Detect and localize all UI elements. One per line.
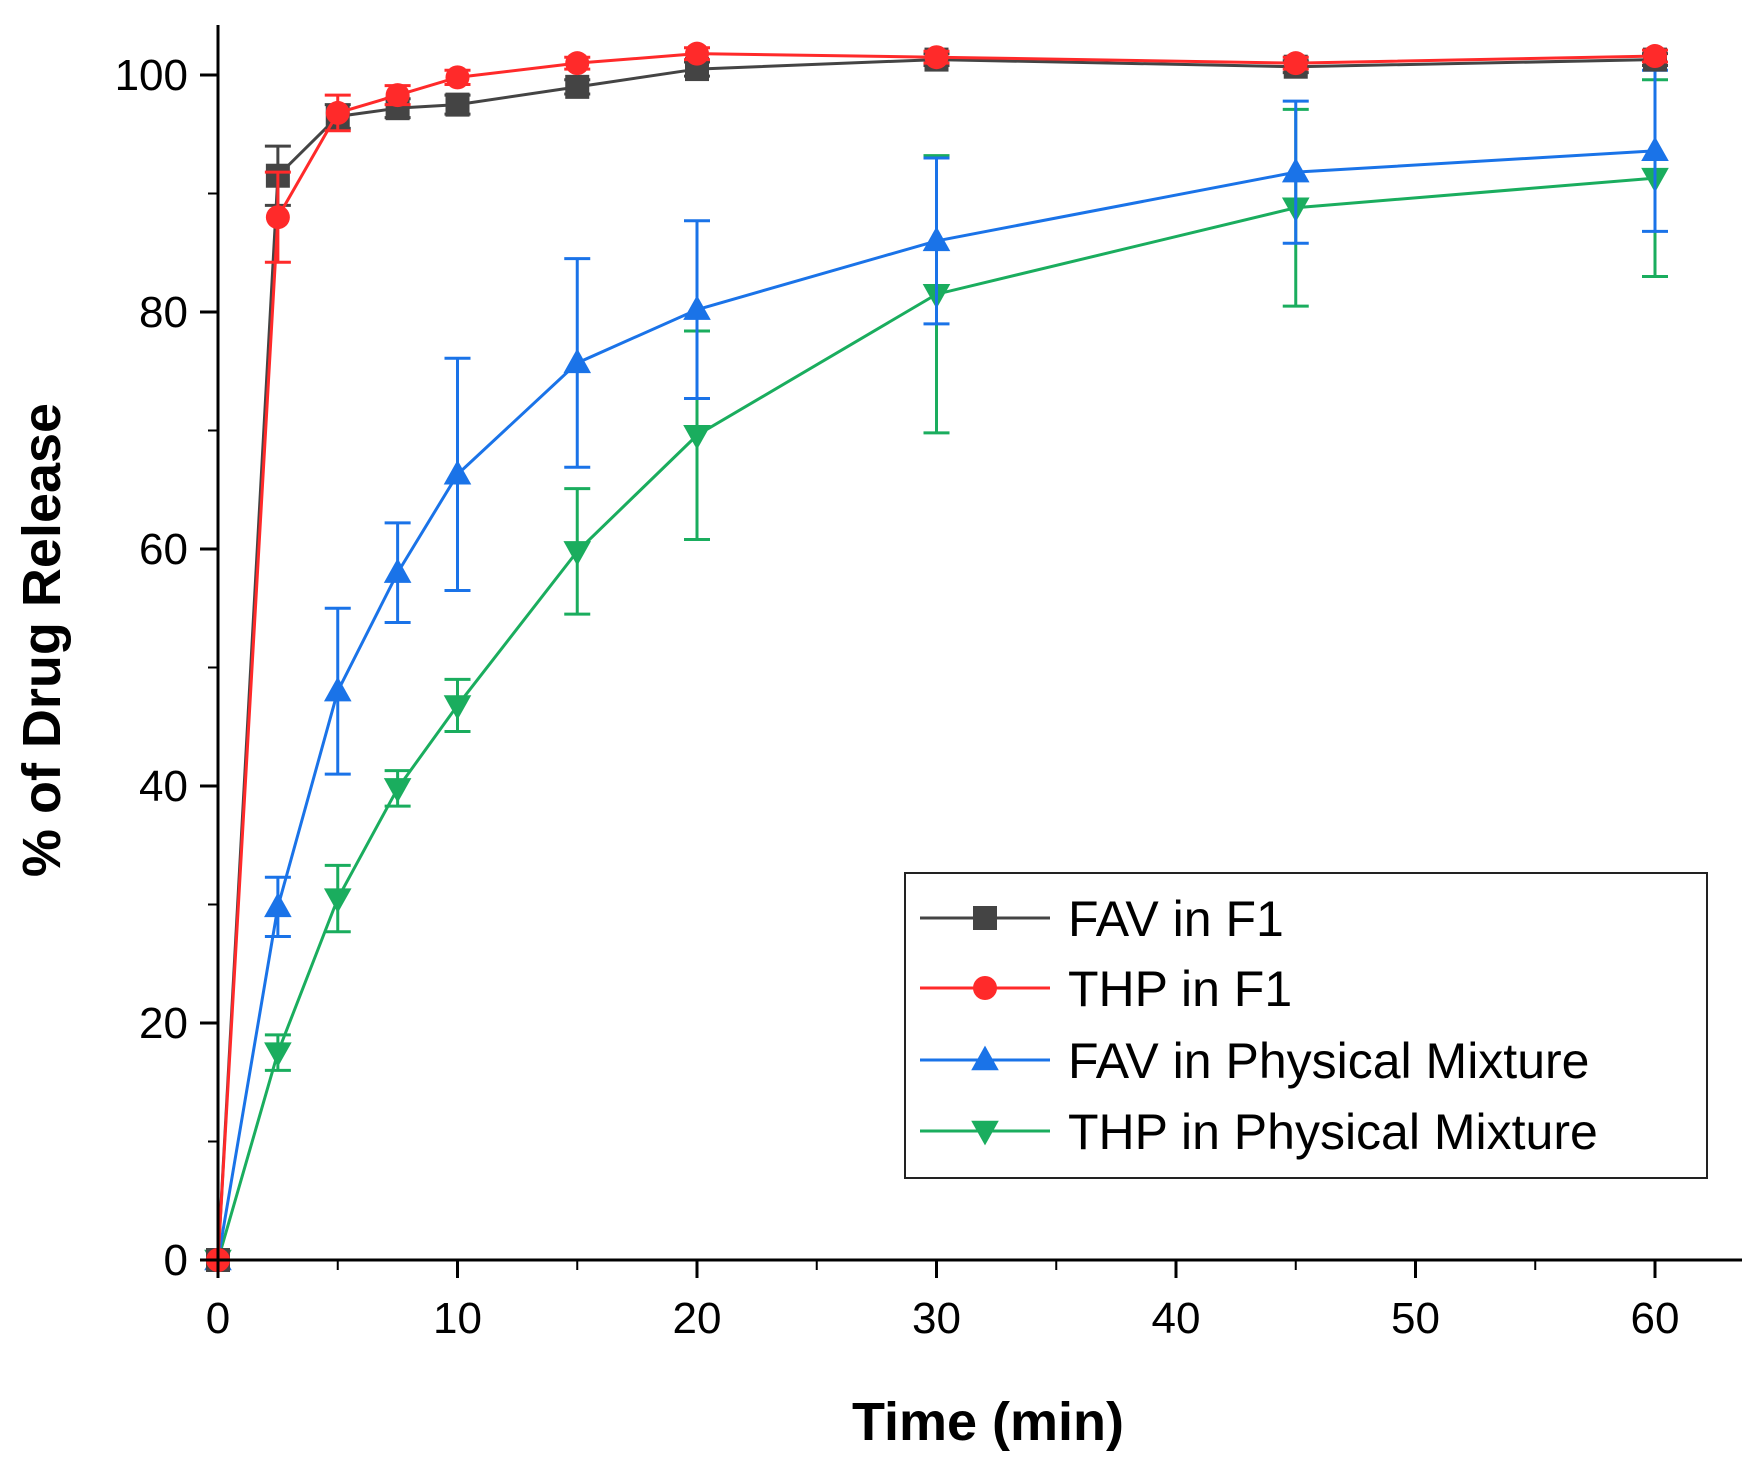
data-point	[563, 541, 592, 566]
legend: FAV in F1 THP in F1 FAV in Physical Mixtur…	[904, 872, 1708, 1179]
x-tick-label: 50	[1391, 1294, 1440, 1343]
legend-label: THP in F1	[1068, 961, 1292, 1017]
data-point	[323, 888, 352, 913]
plot-area	[204, 41, 1669, 1275]
y-tick-label: 40	[139, 762, 188, 811]
series-3	[204, 68, 1669, 1271]
data-point	[323, 676, 352, 702]
data-point	[1283, 51, 1308, 76]
y-tick-label: 80	[139, 288, 188, 337]
y-tick-label: 60	[139, 525, 188, 574]
series-1	[206, 47, 1668, 1272]
data-point	[1641, 136, 1669, 162]
data-point	[563, 348, 592, 374]
data-point	[565, 51, 590, 76]
data-point	[565, 74, 590, 99]
data-point	[325, 100, 350, 125]
data-point	[383, 558, 412, 583]
legend-label: FAV in F1	[1068, 891, 1284, 947]
x-tick-label: 10	[433, 1294, 482, 1343]
x-tick-label: 0	[206, 1294, 230, 1343]
data-point	[265, 205, 290, 230]
series-2	[206, 41, 1668, 1272]
data-point	[443, 459, 472, 485]
series-line	[216, 58, 1656, 1261]
data-point	[445, 92, 470, 117]
legend-box	[904, 872, 1708, 1179]
ticks: 0 10 20 30 40 50 60 0 20 40 60 80 100	[115, 51, 1680, 1343]
data-point	[922, 226, 951, 252]
axes	[216, 25, 1742, 1262]
series-line	[216, 176, 1656, 1261]
x-tick-label: 30	[912, 1294, 961, 1343]
data-point	[383, 778, 412, 803]
legend-marker	[973, 976, 997, 1000]
data-point	[685, 41, 709, 66]
legend-marker	[971, 1045, 999, 1071]
data-point	[264, 892, 292, 918]
data-point	[1643, 44, 1667, 69]
data-point	[683, 425, 711, 450]
y-tick-label: 100	[115, 51, 188, 100]
legend-label: THP in Physical Mixture	[1068, 1104, 1598, 1160]
data-point	[924, 45, 949, 70]
legend-label: FAV in Physical Mixture	[1068, 1033, 1589, 1089]
series-line	[216, 52, 1656, 1261]
data-point	[1281, 157, 1310, 183]
legend-marker	[973, 906, 997, 930]
y-tick-label: 0	[164, 1236, 188, 1285]
y-axis-title: % of Drug Release	[12, 403, 72, 877]
y-tick-label: 20	[139, 999, 188, 1048]
data-point	[445, 65, 470, 90]
x-tick-label: 20	[673, 1294, 722, 1343]
x-axis-title: Time (min)	[852, 1392, 1124, 1452]
series-line	[216, 149, 1656, 1261]
data-point	[683, 295, 711, 320]
data-point	[264, 1042, 292, 1068]
data-point	[443, 695, 472, 720]
x-tick-label: 40	[1152, 1294, 1201, 1343]
data-point	[385, 83, 410, 108]
legend-marker	[971, 1120, 999, 1146]
x-tick-label: 60	[1631, 1294, 1680, 1343]
